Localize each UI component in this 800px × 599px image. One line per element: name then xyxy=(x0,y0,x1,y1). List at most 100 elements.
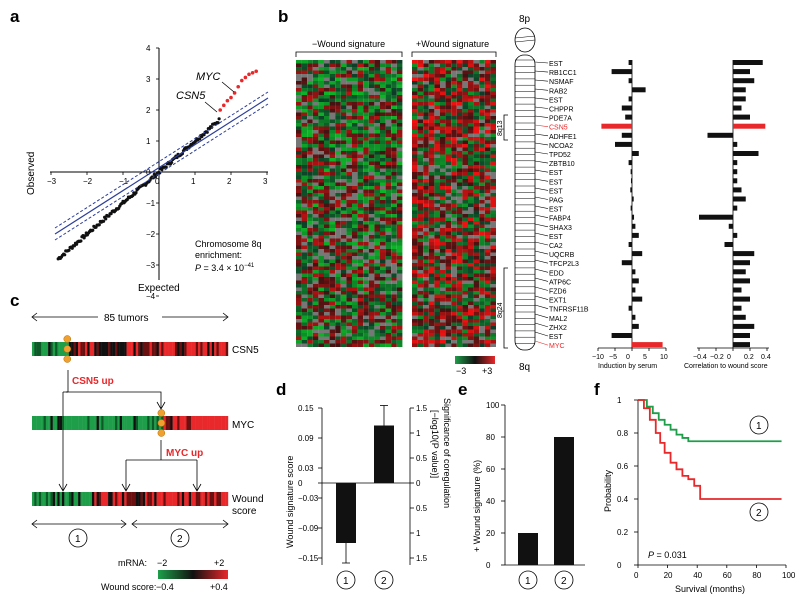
heatmap-cell xyxy=(417,84,424,88)
heatmap-cell xyxy=(301,88,308,92)
band-8q24-bracket xyxy=(503,267,508,349)
heatmap-cell xyxy=(434,308,440,312)
heatmap-cell xyxy=(368,284,375,288)
heatmap-cell xyxy=(385,238,392,242)
heatmap-cell xyxy=(380,60,386,64)
heatmap-cell xyxy=(484,84,491,88)
heatmap-cell xyxy=(357,308,364,312)
heatmap-cell xyxy=(363,235,369,239)
heatmap-cell xyxy=(357,287,364,291)
heatmap-cell xyxy=(368,165,375,169)
heatmap-cell xyxy=(417,133,424,137)
heatmap-cell xyxy=(318,336,324,340)
strip-cell xyxy=(119,342,123,356)
heatmap-cell xyxy=(473,294,480,298)
strip-cell xyxy=(214,492,217,506)
heatmap-cell xyxy=(357,280,364,284)
heatmap-cell xyxy=(363,242,369,246)
chromosome-8p-label: 8p xyxy=(519,14,531,25)
heatmap-cell xyxy=(380,231,386,235)
heatmap-cell xyxy=(329,91,336,95)
heatmap-cell xyxy=(440,193,446,197)
heatmap-cell xyxy=(417,277,424,281)
heatmap-cell xyxy=(357,210,364,214)
heatmap-cell xyxy=(340,63,347,67)
strip-cell xyxy=(158,342,162,356)
heatmap-cell xyxy=(385,217,392,221)
correlation-bar xyxy=(733,151,759,156)
heatmap-cell xyxy=(363,63,369,67)
heatmap-cell xyxy=(484,168,491,172)
x-tick-label: 20 xyxy=(664,571,673,580)
heatmap-cell xyxy=(352,284,358,288)
strip-cell xyxy=(64,416,67,430)
heatmap-cell xyxy=(324,256,330,260)
heatmap-cell xyxy=(462,144,468,148)
heatmap-cell xyxy=(340,336,347,340)
heatmap-cell xyxy=(363,326,369,330)
heatmap-cell xyxy=(352,88,358,92)
heatmap-cell xyxy=(445,294,452,298)
strip-cell xyxy=(149,342,153,356)
heatmap-cell xyxy=(380,161,386,165)
heatmap-cell xyxy=(312,151,319,155)
heatmap-cell xyxy=(307,217,313,221)
heatmap-cell xyxy=(374,130,380,134)
heatmap-cell xyxy=(445,270,452,274)
heatmap-cell xyxy=(412,343,418,347)
heatmap-cell xyxy=(318,319,324,323)
y-tick-label: −4 xyxy=(146,292,156,301)
heatmap-cell xyxy=(396,256,403,260)
heatmap-cell xyxy=(479,182,485,186)
heatmap-cell xyxy=(385,196,392,200)
heatmap-cell xyxy=(451,203,457,207)
heatmap-cell xyxy=(445,326,452,330)
heatmap-cell xyxy=(368,123,375,127)
heatmap-cell xyxy=(363,329,369,333)
heatmap-cell xyxy=(312,308,319,312)
heatmap-cell xyxy=(380,130,386,134)
heatmap-cell xyxy=(423,224,429,228)
heatmap-cell xyxy=(473,336,480,340)
heatmap-cell xyxy=(417,130,424,134)
heatmap-cell xyxy=(301,60,308,64)
heatmap-cell xyxy=(324,200,330,204)
heatmap-cell xyxy=(484,151,491,155)
heatmap-cell xyxy=(346,67,352,71)
x-tick-label: 0 xyxy=(634,571,639,580)
heatmap-cell xyxy=(329,245,336,249)
heatmap-cell xyxy=(451,133,457,137)
heatmap-cell xyxy=(445,336,452,340)
heatmap-cell xyxy=(324,158,330,162)
strip-cell xyxy=(138,492,141,506)
heatmap-cell xyxy=(456,91,463,95)
heatmap-cell xyxy=(473,273,480,277)
heatmap-cell xyxy=(301,340,308,344)
heatmap-cell xyxy=(312,266,319,270)
heatmap-cell xyxy=(451,200,457,204)
heatmap-cell xyxy=(346,168,352,172)
heatmap-cell xyxy=(451,315,457,319)
heatmap-cell xyxy=(428,182,435,186)
strip-cell xyxy=(140,342,143,356)
heatmap-cell xyxy=(440,102,446,106)
heatmap-cell xyxy=(456,126,463,130)
heatmap-cell xyxy=(391,336,397,340)
heatmap-cell xyxy=(412,305,418,309)
heatmap-cell xyxy=(318,137,324,141)
heatmap-cell xyxy=(307,130,313,134)
heatmap-cell xyxy=(440,196,446,200)
heatmap-cell xyxy=(396,284,403,288)
heatmap-cell xyxy=(428,165,435,169)
gene-connector xyxy=(534,313,549,319)
induction-bar xyxy=(628,60,632,65)
heatmap-cell xyxy=(484,88,491,92)
heatmap-cell xyxy=(357,322,364,326)
heatmap-cell xyxy=(440,249,446,253)
heatmap-cell xyxy=(456,200,463,204)
strip-cell xyxy=(50,416,53,430)
heatmap-cell xyxy=(391,189,397,193)
heatmap-cell xyxy=(440,203,446,207)
heatmap-cell xyxy=(329,196,336,200)
heatmap-cell xyxy=(301,221,308,225)
